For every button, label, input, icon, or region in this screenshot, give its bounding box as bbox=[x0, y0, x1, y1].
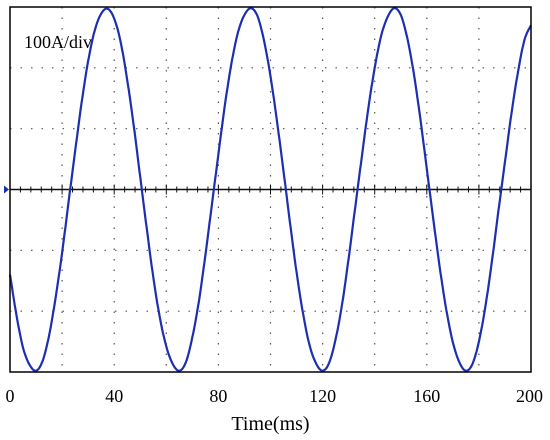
plot-frame bbox=[9, 6, 532, 373]
x-tick-label: 80 bbox=[209, 386, 227, 406]
x-tick-label: 0 bbox=[6, 386, 15, 406]
x-tick-label: 120 bbox=[309, 386, 336, 406]
x-tick-labels: 0 40 80 120 160 200 bbox=[6, 386, 544, 406]
scale-label: 100A/div bbox=[24, 32, 92, 52]
x-tick-label: 40 bbox=[105, 386, 123, 406]
zero-level-marker bbox=[4, 185, 9, 194]
x-axis-title: Time(ms) bbox=[231, 413, 309, 435]
current-waveform-line bbox=[8, 7, 532, 372]
x-tick-label: 160 bbox=[413, 386, 440, 406]
x-tick-label: 200 bbox=[516, 386, 543, 406]
